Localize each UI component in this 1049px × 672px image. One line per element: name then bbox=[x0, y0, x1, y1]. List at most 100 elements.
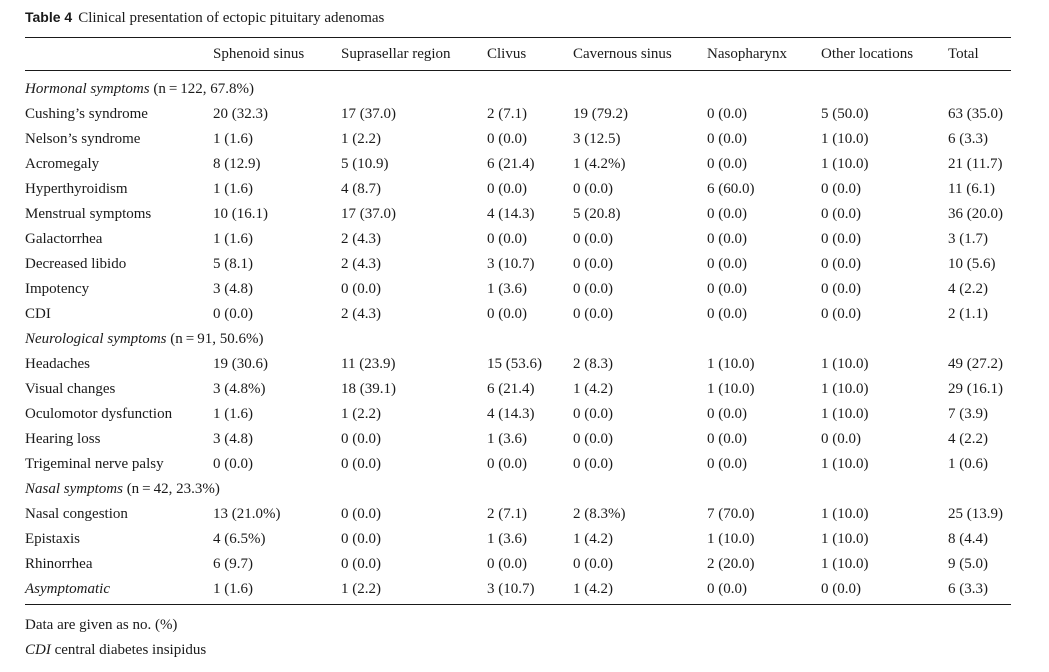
table-caption: Table 4 Clinical presentation of ectopic … bbox=[25, 9, 384, 27]
row-label: Hyperthyroidism bbox=[25, 181, 128, 197]
table-row-asymptomatic: Asymptomatic 1 (1.6) 1 (2.2) 3 (10.7) 1 (4.2… bbox=[25, 577, 1011, 602]
row-label: Trigeminal nerve palsy bbox=[25, 456, 164, 472]
cell-other-locations: 1 (10.0) bbox=[821, 131, 869, 147]
cell-cavernous-sinus: 19 (79.2) bbox=[573, 106, 628, 122]
section-name: Nasal symptoms bbox=[25, 481, 123, 497]
table-row-impotency: Impotency 3 (4.8) 0 (0.0) 1 (3.6) 0 (0.0) 0 (… bbox=[25, 277, 1011, 302]
table-row-acromegaly: Acromegaly 8 (12.9) 5 (10.9) 6 (21.4) 1 (4.2… bbox=[25, 152, 1011, 177]
cell-suprasellar-region: 0 (0.0) bbox=[341, 281, 381, 297]
cell-other-locations: 1 (10.0) bbox=[821, 406, 869, 422]
cell-other-locations: 1 (10.0) bbox=[821, 381, 869, 397]
table-body: Hormonal symptoms (n = 122, 67.8%) Cushin… bbox=[25, 77, 1011, 602]
cell-sphenoid-sinus: 1 (1.6) bbox=[213, 131, 253, 147]
cell-clivus: 3 (10.7) bbox=[487, 256, 535, 272]
row-label: Headaches bbox=[25, 356, 90, 372]
cell-total: 7 (3.9) bbox=[948, 406, 988, 422]
cell-clivus: 0 (0.0) bbox=[487, 131, 527, 147]
cell-clivus: 3 (10.7) bbox=[487, 581, 535, 597]
cell-total: 3 (1.7) bbox=[948, 231, 988, 247]
cell-clivus: 0 (0.0) bbox=[487, 456, 527, 472]
table-row-nelson-s-syndrome: Nelson’s syndrome 1 (1.6) 1 (2.2) 0 (0.0) 3 … bbox=[25, 127, 1011, 152]
row-label: Nelson’s syndrome bbox=[25, 131, 141, 147]
cell-sphenoid-sinus: 19 (30.6) bbox=[213, 356, 268, 372]
cell-cavernous-sinus: 5 (20.8) bbox=[573, 206, 621, 222]
cell-nasopharynx: 7 (70.0) bbox=[707, 506, 755, 522]
header-cell-blank bbox=[25, 38, 213, 70]
cell-nasopharynx: 0 (0.0) bbox=[707, 456, 747, 472]
column-header-clivus: Clivus bbox=[487, 45, 527, 62]
cell-nasopharynx: 0 (0.0) bbox=[707, 431, 747, 447]
cell-total: 1 (0.6) bbox=[948, 456, 988, 472]
cell-cavernous-sinus: 0 (0.0) bbox=[573, 281, 613, 297]
row-label: Impotency bbox=[25, 281, 90, 297]
row-label: Galactorrhea bbox=[25, 231, 103, 247]
table-row-galactorrhea: Galactorrhea 1 (1.6) 2 (4.3) 0 (0.0) 0 (0.0)… bbox=[25, 227, 1011, 252]
cell-other-locations: 1 (10.0) bbox=[821, 356, 869, 372]
cell-nasopharynx: 0 (0.0) bbox=[707, 106, 747, 122]
table-row-hyperthyroidism: Hyperthyroidism 1 (1.6) 4 (8.7) 0 (0.0) 0 (0… bbox=[25, 177, 1011, 202]
cell-other-locations: 0 (0.0) bbox=[821, 281, 861, 297]
row-label: Visual changes bbox=[25, 381, 116, 397]
footnote-data-format: Data are given as no. (%) bbox=[25, 617, 178, 633]
cell-other-locations: 0 (0.0) bbox=[821, 181, 861, 197]
cell-clivus: 0 (0.0) bbox=[487, 231, 527, 247]
table-row-hearing-loss: Hearing loss 3 (4.8) 0 (0.0) 1 (3.6) 0 (0.0)… bbox=[25, 427, 1011, 452]
table-row-cdi: CDI 0 (0.0) 2 (4.3) 0 (0.0) 0 (0.0) 0 (0.0) 0 … bbox=[25, 302, 1011, 327]
cell-clivus: 4 (14.3) bbox=[487, 206, 535, 222]
column-header-sphenoid-sinus: Sphenoid sinus bbox=[213, 45, 305, 62]
column-header-nasopharynx: Nasopharynx bbox=[707, 45, 787, 62]
cell-other-locations: 0 (0.0) bbox=[821, 231, 861, 247]
cell-suprasellar-region: 0 (0.0) bbox=[341, 506, 381, 522]
cell-suprasellar-region: 1 (2.2) bbox=[341, 406, 381, 422]
row-label: Acromegaly bbox=[25, 156, 100, 172]
cell-clivus: 6 (21.4) bbox=[487, 156, 535, 172]
section-row-nasal-symptoms: Nasal symptoms (n = 42, 23.3%) bbox=[25, 477, 1011, 502]
cell-nasopharynx: 6 (60.0) bbox=[707, 181, 755, 197]
cell-suprasellar-region: 0 (0.0) bbox=[341, 556, 381, 572]
cell-cavernous-sinus: 1 (4.2) bbox=[573, 381, 613, 397]
column-header-total: Total bbox=[948, 45, 979, 62]
table-row-oculomotor-dysfunction: Oculomotor dysfunction 1 (1.6) 1 (2.2) 4 (1… bbox=[25, 402, 1011, 427]
section-heading: Neurological symptoms (n = 91, 50.6%) bbox=[25, 327, 1011, 352]
table-row-menstrual-symptoms: Menstrual symptoms 10 (16.1) 17 (37.0) 4 (1… bbox=[25, 202, 1011, 227]
header-row: Sphenoid sinus Suprasellar region Clivus Ca… bbox=[25, 38, 1011, 70]
cell-total: 29 (16.1) bbox=[948, 381, 1003, 397]
cell-clivus: 0 (0.0) bbox=[487, 556, 527, 572]
column-header-cavernous-sinus: Cavernous sinus bbox=[573, 45, 672, 62]
cell-sphenoid-sinus: 1 (1.6) bbox=[213, 231, 253, 247]
cell-other-locations: 5 (50.0) bbox=[821, 106, 869, 122]
cell-suprasellar-region: 0 (0.0) bbox=[341, 456, 381, 472]
cell-nasopharynx: 0 (0.0) bbox=[707, 406, 747, 422]
cell-cavernous-sinus: 0 (0.0) bbox=[573, 306, 613, 322]
section-stat: (n = 122, 67.8%) bbox=[153, 81, 255, 97]
table-row-cushing-s-syndrome: Cushing’s syndrome 20 (32.3) 17 (37.0) 2 (7… bbox=[25, 102, 1011, 127]
section-name: Hormonal symptoms bbox=[25, 81, 150, 97]
cell-suprasellar-region: 5 (10.9) bbox=[341, 156, 389, 172]
cell-total: 6 (3.3) bbox=[948, 581, 988, 597]
cell-nasopharynx: 1 (10.0) bbox=[707, 381, 755, 397]
cell-sphenoid-sinus: 1 (1.6) bbox=[213, 181, 253, 197]
row-label: Nasal congestion bbox=[25, 506, 128, 522]
footnote-abbr: CDI bbox=[25, 642, 51, 658]
cell-clivus: 2 (7.1) bbox=[487, 106, 527, 122]
row-label: Asymptomatic bbox=[25, 581, 110, 597]
row-label: CDI bbox=[25, 306, 51, 322]
cell-nasopharynx: 0 (0.0) bbox=[707, 206, 747, 222]
top-rule bbox=[25, 37, 1011, 39]
cell-cavernous-sinus: 0 (0.0) bbox=[573, 406, 613, 422]
cell-other-locations: 0 (0.0) bbox=[821, 306, 861, 322]
footnote-abbr-definition: central diabetes insipidus bbox=[50, 642, 207, 658]
section-stat: (n = 91, 50.6%) bbox=[170, 331, 264, 347]
cell-sphenoid-sinus: 1 (1.6) bbox=[213, 406, 253, 422]
cell-nasopharynx: 1 (10.0) bbox=[707, 356, 755, 372]
cell-clivus: 2 (7.1) bbox=[487, 506, 527, 522]
cell-clivus: 1 (3.6) bbox=[487, 531, 527, 547]
cell-suprasellar-region: 1 (2.2) bbox=[341, 131, 381, 147]
cell-sphenoid-sinus: 3 (4.8%) bbox=[213, 381, 266, 397]
cell-cavernous-sinus: 0 (0.0) bbox=[573, 556, 613, 572]
table-header: Sphenoid sinus Suprasellar region Clivus Ca… bbox=[25, 38, 1011, 70]
cell-clivus: 15 (53.6) bbox=[487, 356, 542, 372]
table-row-nasal-congestion: Nasal congestion 13 (21.0%) 0 (0.0) 2 (7.1)… bbox=[25, 502, 1011, 527]
section-heading: Hormonal symptoms (n = 122, 67.8%) bbox=[25, 77, 1011, 102]
cell-total: 11 (6.1) bbox=[948, 181, 995, 197]
